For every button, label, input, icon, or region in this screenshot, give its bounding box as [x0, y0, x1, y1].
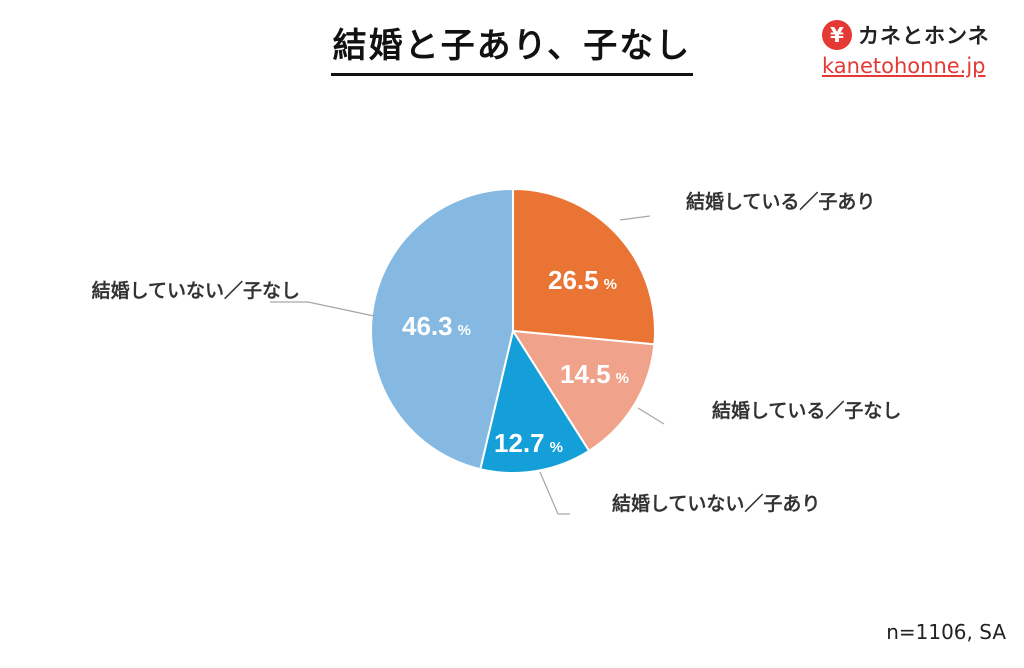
- slice-category-label-4: 結婚していない／子なし: [92, 279, 300, 302]
- slice-category-label-3: 結婚していない／子あり: [612, 492, 820, 515]
- pie-slice-3: [479, 328, 591, 474]
- leader-line-1: [619, 215, 651, 221]
- value-labels: 26.5 % 14.5 % 12.7 % 46.3%: [402, 265, 629, 458]
- leader-line-4: [270, 301, 375, 317]
- leader-line-2: [637, 407, 665, 425]
- slice-value-label-3: 12.7%: [494, 428, 563, 458]
- sample-note: n=1106, SA: [886, 620, 1006, 644]
- slice-category-label-1: 結婚している／子あり: [686, 190, 875, 213]
- pie-slice-1: [512, 187, 656, 346]
- leader-lines: [270, 215, 665, 515]
- chart-title: 結婚と子あり、子なし: [330, 18, 694, 76]
- yen-icon: ¥: [822, 20, 852, 50]
- logo-row: ¥ カネとホンネ: [822, 18, 1012, 52]
- pie-slice-4: [370, 187, 514, 471]
- leader-line-3: [539, 471, 570, 515]
- pie-slices: [370, 187, 656, 474]
- logo-name: カネとホンネ: [858, 24, 990, 48]
- chart-title-wrap: 結婚と子あり、子なし: [0, 18, 1024, 78]
- slice-value-label-4: 46.3%: [402, 311, 471, 341]
- slice-category-label-2: 結婚している／子なし: [712, 399, 901, 422]
- slice-value-label-2: 14.5%: [560, 359, 629, 389]
- brand-logo[interactable]: ¥ カネとホンネ kanetohonne.jp: [822, 18, 1012, 88]
- pie-slice-2: [511, 329, 656, 453]
- slice-value-label-1: 26.5%: [548, 265, 617, 295]
- logo-url-link[interactable]: kanetohonne.jp: [822, 54, 986, 78]
